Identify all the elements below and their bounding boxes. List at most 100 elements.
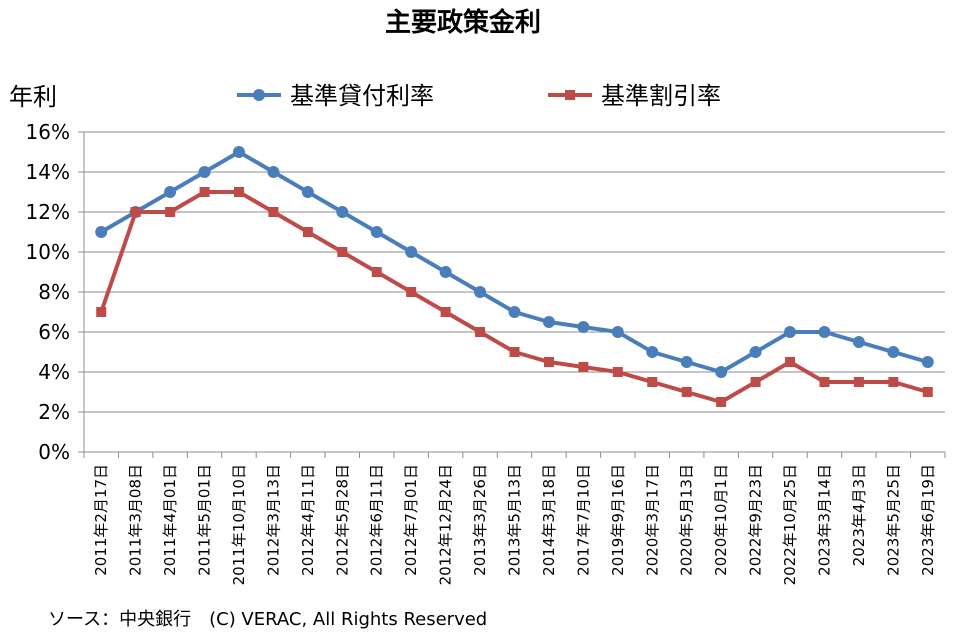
data-point — [440, 307, 451, 317]
data-point — [578, 362, 589, 372]
y-tick-label: 0% — [38, 440, 70, 464]
data-point — [921, 356, 934, 368]
data-point — [750, 377, 761, 387]
data-point — [267, 166, 280, 178]
data-point — [784, 326, 797, 338]
legend-marker-discount-rate — [565, 90, 575, 100]
x-tick-label: 2011年5月01日 — [196, 464, 214, 576]
data-point — [474, 286, 487, 298]
gridlines — [84, 131, 945, 413]
data-point — [475, 327, 486, 337]
series-line — [100, 150, 929, 374]
x-tick-label: 2012年5月28日 — [333, 464, 351, 576]
x-tick-label: 2011年2月17日 — [92, 464, 110, 576]
data-point — [406, 287, 417, 297]
data-point — [612, 367, 623, 377]
data-point — [130, 207, 141, 217]
data-point — [818, 326, 831, 338]
legend-label-discount-rate: 基準割引率 — [601, 82, 721, 110]
data-point — [302, 227, 313, 237]
data-point — [370, 226, 383, 238]
source-note: ソース：中央銀行 (C) VERAC, All Rights Reserved — [48, 609, 488, 630]
series-layer — [95, 146, 934, 407]
data-point — [509, 347, 520, 357]
data-point — [853, 377, 864, 387]
data-point — [715, 366, 728, 378]
data-point — [233, 187, 244, 197]
legend-marker-lending-rate — [253, 89, 265, 101]
data-point — [749, 346, 762, 358]
y-tick-label: 16% — [26, 120, 70, 144]
data-point — [922, 387, 933, 397]
data-point — [819, 377, 830, 387]
series-line — [99, 190, 929, 404]
data-point — [611, 326, 624, 338]
x-tick-label: 2012年3月13日 — [264, 464, 282, 576]
x-tick-label: 2012年7月01日 — [402, 464, 420, 576]
y-axis: 0% 2% 4% 6% 8% 10% 12% 14% 16% — [26, 120, 85, 464]
y-tick-label: 4% — [38, 360, 70, 384]
x-tick-label: 2023年5月25日 — [884, 464, 902, 576]
data-point — [165, 207, 176, 217]
x-tick-label: 2019年9月16日 — [609, 464, 627, 576]
x-tick-label: 2014年3月18日 — [540, 464, 558, 576]
legend-item-discount-rate: 基準割引率 — [548, 82, 721, 110]
data-point — [646, 346, 659, 358]
x-tick-label: 2011年10月10日 — [230, 464, 248, 585]
data-point — [337, 247, 348, 257]
series-1 — [96, 187, 933, 407]
data-point — [680, 356, 693, 368]
y-tick-label: 14% — [26, 160, 70, 184]
x-tick-label: 2011年3月08日 — [127, 464, 145, 576]
y-tick-label: 6% — [38, 320, 70, 344]
data-point — [198, 166, 211, 178]
data-point — [785, 357, 796, 367]
y-axis-label: 年利 — [9, 83, 57, 111]
data-point — [543, 357, 554, 367]
x-tick-label: 2012年4月11日 — [299, 464, 317, 576]
y-tick-label: 2% — [38, 400, 70, 424]
x-tick-label: 2017年7月10日 — [574, 464, 592, 576]
data-point — [336, 206, 349, 218]
x-tick-label: 2020年5月13日 — [678, 464, 696, 576]
data-point — [95, 226, 108, 238]
data-point — [164, 186, 177, 198]
data-point — [232, 146, 245, 158]
data-point — [888, 377, 899, 387]
x-tick-label: 2013年3月26日 — [471, 464, 489, 576]
data-point — [301, 186, 314, 198]
x-tick-label: 2011年4月01日 — [161, 464, 179, 576]
data-point — [199, 187, 210, 197]
y-tick-label: 8% — [38, 280, 70, 304]
legend: 基準貸付利率 基準割引率 — [237, 82, 721, 110]
x-tick-label: 2022年10月25日 — [781, 464, 799, 585]
legend-label-lending-rate: 基準貸付利率 — [290, 82, 434, 110]
data-point — [716, 397, 727, 407]
x-axis: 2011年2月17日 2011年3月08日 2011年4月01日 2011年5月01日… — [83, 451, 946, 585]
x-tick-label: 2020年10月1日 — [712, 464, 730, 576]
data-point — [268, 207, 279, 217]
data-point — [96, 307, 107, 317]
data-point — [508, 306, 521, 318]
data-point — [577, 321, 590, 333]
x-tick-label: 2022年9月23日 — [747, 464, 765, 576]
x-tick-label: 2013年5月13日 — [506, 464, 524, 576]
y-tick-label: 10% — [26, 240, 70, 264]
y-tick-label: 12% — [26, 200, 70, 224]
x-tick-label: 2023年4月3日 — [850, 464, 868, 566]
data-point — [647, 377, 658, 387]
x-tick-label: 2023年3月14日 — [815, 464, 833, 576]
x-tick-label: 2012年6月11日 — [368, 464, 386, 576]
x-tick-label: 2012年12月24日 — [437, 464, 455, 585]
data-point — [439, 266, 452, 278]
data-point — [542, 316, 555, 328]
data-point — [371, 267, 382, 277]
data-point — [681, 387, 692, 397]
series-0 — [95, 146, 934, 378]
data-point — [887, 346, 900, 358]
x-tick-label: 2020年3月17日 — [643, 464, 661, 576]
chart-title: 主要政策金利 — [385, 7, 541, 38]
data-point — [405, 246, 418, 258]
legend-item-lending-rate: 基準貸付利率 — [237, 82, 434, 110]
